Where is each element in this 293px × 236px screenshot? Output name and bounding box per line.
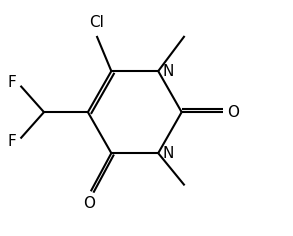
Text: O: O [84,196,95,211]
Text: O: O [227,105,239,120]
Text: F: F [7,134,16,149]
Text: N: N [163,64,174,79]
Text: F: F [7,75,16,90]
Text: Cl: Cl [89,15,104,30]
Text: N: N [163,146,174,161]
